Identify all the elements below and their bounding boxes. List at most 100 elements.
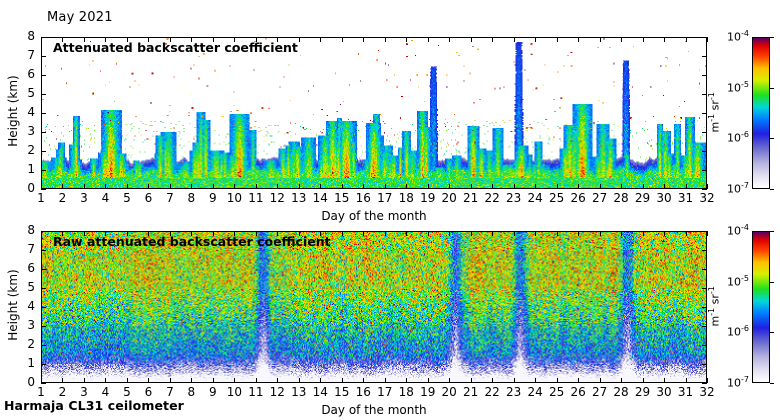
x-tick-label: 17 bbox=[377, 385, 393, 399]
x-tick-label: 22 bbox=[484, 385, 500, 399]
x-tick bbox=[406, 184, 408, 189]
x-tick bbox=[449, 378, 451, 383]
x-tick bbox=[277, 184, 279, 189]
x-tick-label: 32 bbox=[699, 385, 715, 399]
x-tick-top bbox=[83, 37, 85, 42]
x-tick-top bbox=[41, 231, 42, 236]
x-tick bbox=[212, 184, 214, 189]
x-tick bbox=[406, 378, 408, 383]
x-tick-label: 21 bbox=[463, 385, 479, 399]
x-tick-top bbox=[320, 37, 322, 42]
x-tick-top bbox=[707, 37, 708, 42]
x-tick bbox=[169, 378, 171, 383]
y-tick bbox=[41, 364, 46, 365]
y-tick-right bbox=[702, 151, 707, 152]
x-tick bbox=[320, 184, 322, 189]
x-tick-top bbox=[169, 231, 171, 236]
x-tick bbox=[470, 378, 472, 383]
x-tick-top bbox=[427, 37, 429, 42]
x-tick-top bbox=[599, 231, 601, 236]
x-tick-label: 21 bbox=[463, 191, 479, 205]
x-tick-label: 11 bbox=[248, 385, 264, 399]
x-tick-top bbox=[341, 37, 343, 42]
x-tick bbox=[341, 378, 343, 383]
x-tick bbox=[105, 184, 107, 189]
x-tick-label: 27 bbox=[591, 385, 608, 399]
x-tick-top bbox=[664, 37, 666, 42]
x-tick-top bbox=[255, 37, 257, 42]
x-tick-top bbox=[363, 37, 365, 42]
x-tick bbox=[41, 184, 42, 189]
x-tick bbox=[707, 378, 708, 383]
x-tick bbox=[384, 184, 386, 189]
x-tick-label: 4 bbox=[101, 191, 110, 205]
x-tick-top bbox=[556, 231, 558, 236]
x-tick-label: 23 bbox=[506, 191, 522, 205]
x-tick-top bbox=[191, 231, 193, 236]
x-tick bbox=[148, 184, 150, 189]
x-tick bbox=[126, 184, 128, 189]
x-tick-label: 18 bbox=[398, 191, 414, 205]
x-tick bbox=[685, 184, 687, 189]
x-tick-label: 15 bbox=[334, 191, 350, 205]
x-tick bbox=[535, 184, 537, 189]
x-tick-label: 3 bbox=[80, 191, 88, 205]
x-tick bbox=[363, 184, 365, 189]
x-tick bbox=[427, 378, 429, 383]
y-tick-right bbox=[702, 307, 707, 308]
x-tick-label: 2 bbox=[58, 191, 67, 205]
x-tick-top bbox=[406, 37, 408, 42]
x-tick-top bbox=[492, 231, 494, 236]
x-tick-top bbox=[62, 231, 64, 236]
x-tick-label: 16 bbox=[355, 385, 371, 399]
x-tick-label: 18 bbox=[398, 385, 414, 399]
x-tick-label: 27 bbox=[591, 191, 608, 205]
x-tick bbox=[578, 378, 580, 383]
y-tick-label: 6 bbox=[27, 67, 35, 81]
y-tick-right bbox=[702, 383, 707, 384]
y-tick-label: 7 bbox=[27, 242, 35, 256]
x-tick-top bbox=[513, 231, 515, 236]
x-tick-top bbox=[234, 231, 236, 236]
x-tick-top bbox=[105, 231, 107, 236]
x-tick-label: 25 bbox=[548, 385, 565, 399]
x-tick bbox=[341, 184, 343, 189]
x-tick-top bbox=[41, 37, 42, 42]
y-tick bbox=[41, 170, 46, 171]
y-tick bbox=[41, 75, 46, 76]
x-tick bbox=[621, 184, 623, 189]
x-tick bbox=[298, 184, 300, 189]
colorbar-unit-label-top: m-1 sr-1 bbox=[706, 92, 722, 133]
x-tick bbox=[363, 378, 365, 383]
x-tick-top bbox=[556, 37, 558, 42]
y-tick-right bbox=[702, 132, 707, 133]
colorbar-tick bbox=[770, 332, 774, 334]
y-tick-label: 3 bbox=[27, 124, 35, 138]
x-tick-label: 14 bbox=[312, 191, 328, 205]
x-tick bbox=[707, 184, 708, 189]
x-tick-label: 5 bbox=[123, 385, 131, 399]
x-tick-label: 2 bbox=[58, 385, 67, 399]
y-tick-right bbox=[702, 250, 707, 251]
x-tick bbox=[470, 184, 472, 189]
x-tick-label: 1 bbox=[37, 191, 45, 205]
y-tick bbox=[41, 383, 46, 384]
y-tick bbox=[41, 151, 46, 152]
x-tick-label: 15 bbox=[334, 385, 350, 399]
x-tick bbox=[599, 378, 601, 383]
x-tick-label: 17 bbox=[377, 191, 393, 205]
x-tick-top bbox=[126, 37, 128, 42]
x-tick-label: 6 bbox=[144, 385, 153, 399]
y-tick bbox=[41, 288, 46, 289]
x-tick-top bbox=[449, 37, 451, 42]
x-tick bbox=[62, 378, 64, 383]
y-tick-label: 8 bbox=[27, 223, 35, 237]
x-tick-label: 26 bbox=[570, 191, 586, 205]
y-tick-right bbox=[702, 364, 707, 365]
colorbar-tick bbox=[770, 138, 774, 140]
x-tick-top bbox=[685, 231, 687, 236]
colorbar-top bbox=[752, 37, 770, 189]
x-tick-top bbox=[513, 37, 515, 42]
colorbar-tick-label: 10-6 bbox=[727, 324, 749, 339]
x-tick-top bbox=[621, 231, 623, 236]
